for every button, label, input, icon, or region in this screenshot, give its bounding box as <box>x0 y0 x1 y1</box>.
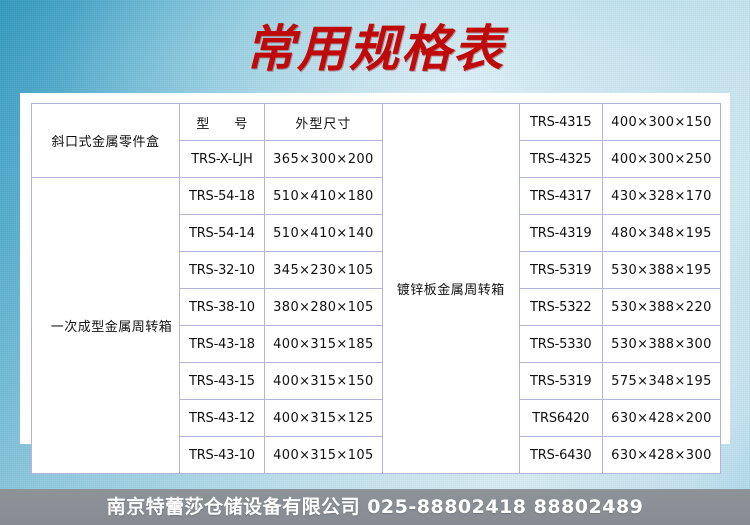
right-model-2: TRS-4317 <box>518 177 603 215</box>
spec-table-panel: 斜口式金属零件盒 型 号 外型尺寸 镀锌板金属周转箱 TRS-4315 400×… <box>20 93 730 474</box>
left-model-7: TRS-43-12 <box>178 399 265 437</box>
category-cell-onepiece-box: 一次成型金属周转箱 <box>31 177 180 474</box>
table-row: TRS-X-LJH 365×300×200 TRS-4325 400×300×2… <box>32 140 722 178</box>
left-model-0: TRS-X-LJH <box>178 140 265 178</box>
table-row: TRS-43-12 400×315×125 TRS6420 630×428×20… <box>32 399 722 437</box>
left-dimension-8: 400×315×105 <box>263 436 383 474</box>
right-dimension-4: 530×388×195 <box>601 251 722 289</box>
table-row: TRS-38-10 380×280×105 TRS-5322 530×388×2… <box>32 288 722 326</box>
left-dimension-5: 400×315×185 <box>263 325 383 363</box>
left-dimension-2: 510×410×140 <box>263 214 383 252</box>
table-row: TRS-43-18 400×315×185 TRS-5330 530×388×3… <box>32 325 722 363</box>
table-row: 一次成型金属周转箱 TRS-54-18 510×410×180 TRS-4317… <box>31 177 722 474</box>
left-dimension-4: 380×280×105 <box>263 288 383 326</box>
right-model-8: TRS6420 <box>518 399 603 437</box>
right-dimension-3: 480×348×195 <box>601 214 722 252</box>
left-dimension-6: 400×315×150 <box>263 362 383 400</box>
left-model-3: TRS-32-10 <box>178 251 265 289</box>
right-dimension-6: 530×388×300 <box>601 325 722 363</box>
left-model-5: TRS-43-18 <box>178 325 265 363</box>
left-dimension-1: 510×410×180 <box>263 177 383 215</box>
left-model-8: TRS-43-10 <box>178 436 265 474</box>
page-title: 常用规格表 <box>245 20 505 78</box>
table-row: 斜口式金属零件盒 型 号 外型尺寸 镀锌板金属周转箱 TRS-4315 400×… <box>31 103 722 474</box>
table-row: TRS-43-15 400×315×150 TRS-5319 575×348×1… <box>32 362 722 400</box>
right-model-6: TRS-5330 <box>518 325 603 363</box>
right-model-7: TRS-5319 <box>518 362 603 400</box>
left-model-4: TRS-38-10 <box>178 288 265 326</box>
footer-bar: 南京特蕾莎仓储设备有限公司 025-88802418 88802489 <box>0 489 750 525</box>
right-dimension-5: 530×388×220 <box>601 288 722 326</box>
left-model-1: TRS-54-18 <box>178 177 265 215</box>
right-dimension-1: 400×300×250 <box>601 140 722 178</box>
right-dimension-7: 575×348×195 <box>601 362 722 400</box>
table-row: TRS-54-14 510×410×140 TRS-4319 480×348×1… <box>32 214 722 252</box>
table-body: 斜口式金属零件盒 型 号 外型尺寸 镀锌板金属周转箱 TRS-4315 400×… <box>31 103 722 474</box>
left-model-2: TRS-54-14 <box>178 214 265 252</box>
right-model-5: TRS-5322 <box>518 288 603 326</box>
left-model-6: TRS-43-15 <box>178 362 265 400</box>
right-dimension-0: 400×300×150 <box>601 103 722 141</box>
right-model-3: TRS-4319 <box>518 214 603 252</box>
right-model-1: TRS-4325 <box>518 140 603 178</box>
footer-company-contact: 南京特蕾莎仓储设备有限公司 025-88802418 88802489 <box>106 496 644 518</box>
right-model-9: TRS-6430 <box>518 436 603 474</box>
left-dimension-7: 400×315×125 <box>263 399 383 437</box>
right-dimension-2: 430×328×170 <box>601 177 722 215</box>
right-model-0: TRS-4315 <box>518 103 603 141</box>
column-header-model: 型 号 <box>178 103 265 141</box>
category-label-onepiece: 一次成型金属周转箱 <box>50 320 173 335</box>
specification-table: 斜口式金属零件盒 型 号 外型尺寸 镀锌板金属周转箱 TRS-4315 400×… <box>31 103 722 474</box>
table-row: TRS-43-10 400×315×105 TRS-6430 630×428×3… <box>32 436 722 474</box>
left-dimension-3: 345×230×105 <box>263 251 383 289</box>
right-dimension-8: 630×428×200 <box>601 399 722 437</box>
category-cell-incline-box: 斜口式金属零件盒 <box>31 103 180 178</box>
category-cell-galvanized-box: 镀锌板金属周转箱 <box>381 103 520 474</box>
table-row: TRS-32-10 345×230×105 TRS-5319 530×388×1… <box>32 251 722 289</box>
left-dimension-0: 365×300×200 <box>263 140 383 178</box>
right-dimension-9: 630×428×300 <box>601 436 722 474</box>
column-header-dimension: 外型尺寸 <box>263 103 383 141</box>
right-model-4: TRS-5319 <box>518 251 603 289</box>
spec-table-wrapper: 斜口式金属零件盒 型 号 外型尺寸 镀锌板金属周转箱 TRS-4315 400×… <box>31 103 722 474</box>
